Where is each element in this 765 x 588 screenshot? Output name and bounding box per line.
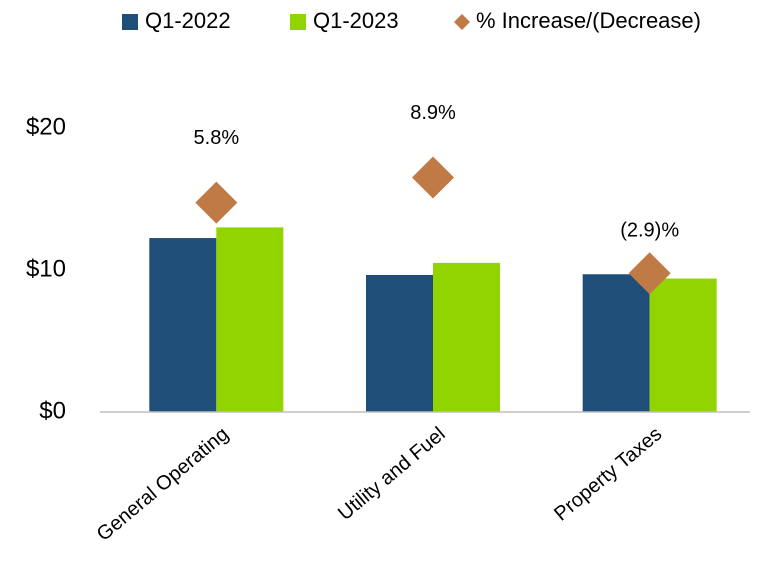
legend-swatch [290,14,306,30]
data-label: 8.9% [410,102,456,124]
legend-label: Q1-2023 [313,8,399,33]
x-tick-label: Utility and Fuel [334,423,449,525]
legend-label: Q1-2022 [145,8,231,33]
legend-label: % Increase/(Decrease) [476,8,701,33]
y-tick-label: $0 [39,397,66,424]
data-label: (2.9)% [620,220,679,242]
x-tick-label: General Operating [93,423,233,546]
y-tick-label: $20 [26,113,66,140]
legend-swatch [122,14,138,30]
bar [582,274,650,412]
data-label: 5.8% [194,127,240,149]
bar [149,238,217,412]
bar [216,227,284,412]
diamond-marker [628,252,671,295]
bar [649,278,717,412]
y-tick-label: $10 [26,255,66,282]
bar [366,274,433,412]
diamond-marker [195,181,238,224]
legend-swatch [454,14,470,30]
x-tick-label: Property Taxes [550,423,666,525]
diamond-marker [412,156,454,199]
bar [433,262,500,412]
